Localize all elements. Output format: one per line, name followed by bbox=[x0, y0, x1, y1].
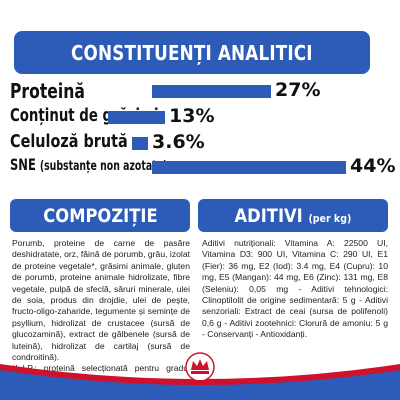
brand-curve-red bbox=[0, 364, 400, 385]
additives-title-wrap: ADITIVI (per kg) bbox=[235, 205, 352, 227]
analytic-bar bbox=[152, 161, 346, 174]
analytic-value: 3.6% bbox=[152, 131, 205, 153]
analytic-row-fibre: Celuloză brută 3.6% bbox=[0, 131, 400, 157]
composition-header: COMPOZIȚIE bbox=[10, 199, 190, 232]
additives-title: ADITIVI bbox=[234, 204, 303, 227]
analytic-constituents-banner: CONSTITUENȚI ANALITICI bbox=[14, 31, 370, 74]
analytic-label: Proteină bbox=[10, 79, 85, 103]
analytic-label: Celuloză brută bbox=[10, 131, 128, 152]
analytic-value: 27% bbox=[275, 79, 321, 101]
additives-subtitle: (per kg) bbox=[308, 211, 352, 225]
banner-title: CONSTITUENȚI ANALITICI bbox=[71, 40, 313, 65]
analytic-label-main: SNE bbox=[10, 155, 36, 174]
analytic-bar bbox=[152, 85, 271, 98]
additives-header: ADITIVI (per kg) bbox=[198, 199, 388, 232]
analytic-row-fat: Conținut de grăsimi 13% bbox=[0, 105, 400, 131]
analytic-bar bbox=[132, 137, 148, 150]
analytic-row-protein: Proteină 27% bbox=[0, 79, 400, 105]
analytic-row-nfe: SNE (substanțe non azotate) 44% bbox=[0, 155, 400, 181]
royal-canin-crown-logo bbox=[185, 352, 215, 380]
composition-text-block: Porumb, proteine de carne de pasăre desh… bbox=[12, 238, 190, 386]
composition-text: Porumb, proteine de carne de pasăre desh… bbox=[12, 238, 190, 363]
additives-text: Aditivi nutriționali: Vitamina A: 22500 … bbox=[202, 238, 388, 340]
composition-title: COMPOZIȚIE bbox=[42, 204, 158, 227]
additives-text-block: Aditivi nutriționali: Vitamina A: 22500 … bbox=[202, 238, 388, 341]
analytic-bar bbox=[108, 111, 165, 124]
brand-curve bbox=[0, 364, 400, 400]
analytic-value: 13% bbox=[169, 105, 215, 127]
analytic-label-sub: (substanțe non azotate) bbox=[39, 159, 168, 174]
analytic-label: SNE (substanțe non azotate) bbox=[10, 155, 167, 174]
analytic-value: 44% bbox=[350, 155, 396, 177]
